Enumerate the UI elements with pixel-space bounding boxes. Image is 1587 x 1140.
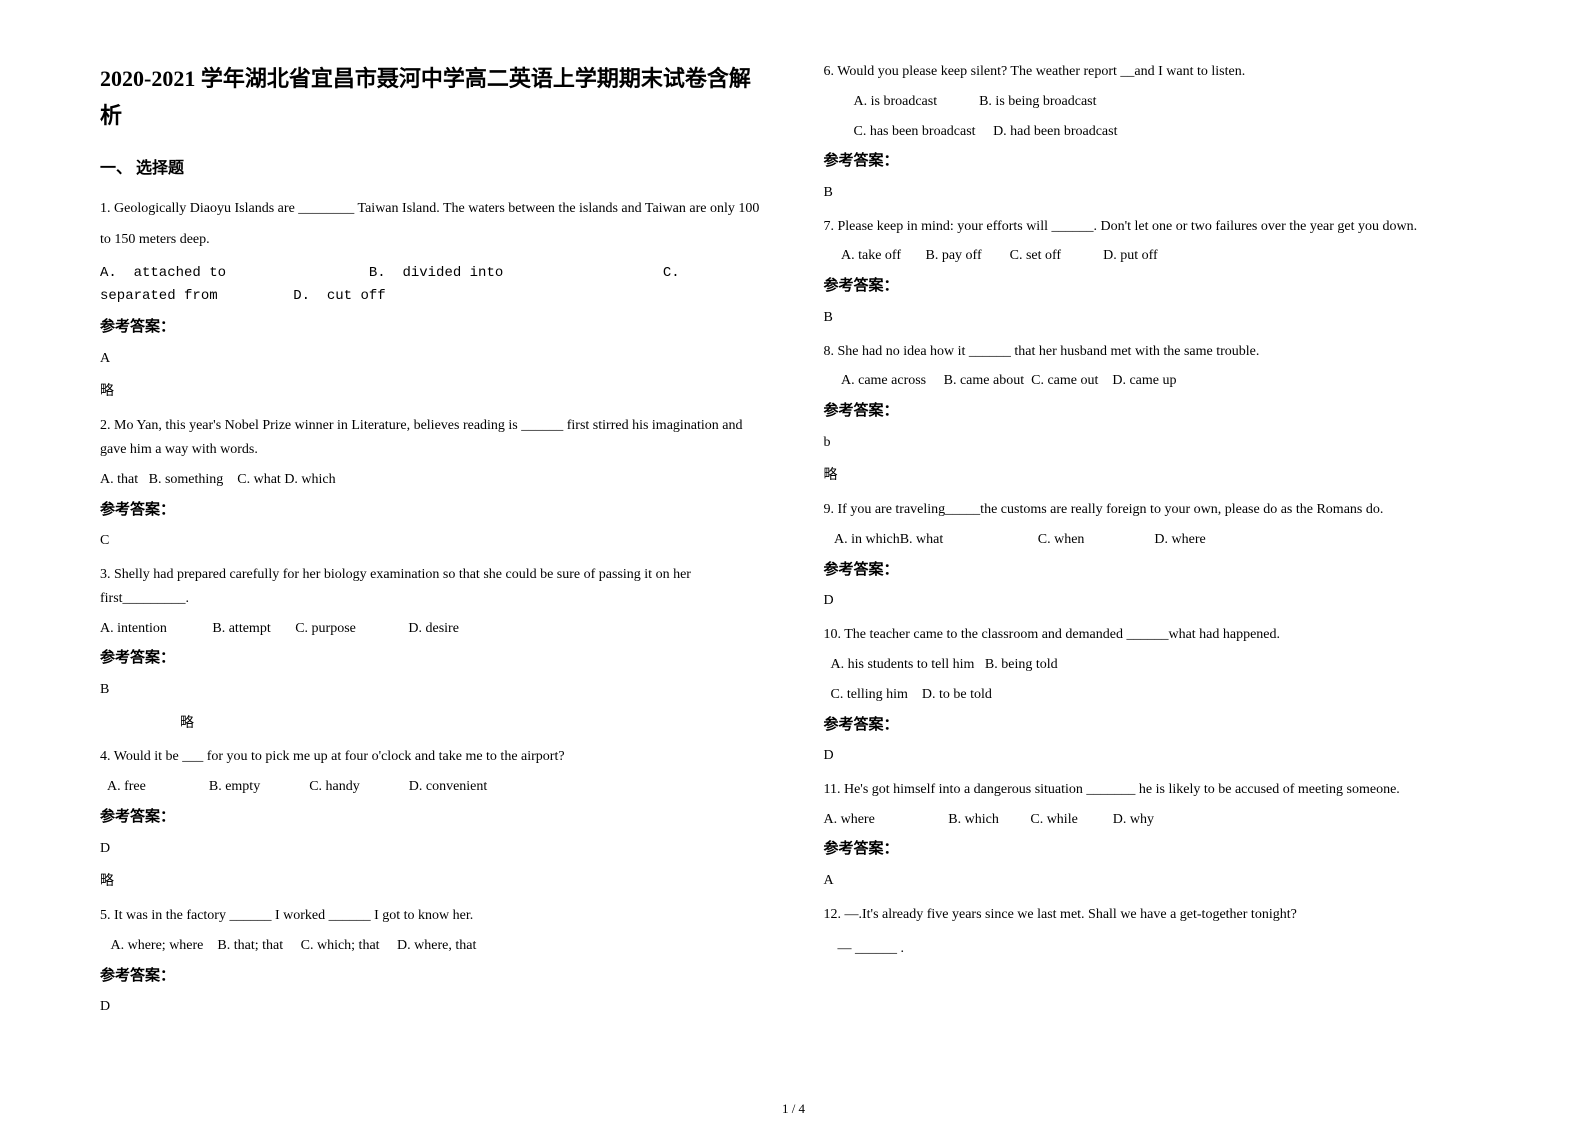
question-block: 8. She had no idea how it ______ that he… (824, 340, 1488, 489)
question-options: A. his students to tell him B. being tol… (824, 653, 1488, 677)
question-block: 2. Mo Yan, this year's Nobel Prize winne… (100, 414, 764, 553)
answer-value: b (824, 431, 1488, 455)
answer-lue: 略 (100, 870, 764, 894)
answer-lue: 略 (100, 380, 764, 404)
answer-value: B (824, 306, 1488, 330)
question-block: 9. If you are traveling_____the customs … (824, 498, 1488, 613)
page-content: 2020-2021 学年湖北省宜昌市聂河中学高二英语上学期期末试卷含解析 一、 … (0, 0, 1587, 1090)
answer-lue: 略 (824, 464, 1488, 488)
question-text: 5. It was in the factory ______ I worked… (100, 904, 764, 928)
answer-label: 参考答案： (100, 315, 764, 341)
answer-value: D (100, 995, 764, 1019)
question-text: 10. The teacher came to the classroom an… (824, 623, 1488, 647)
exam-title: 2020-2021 学年湖北省宜昌市聂河中学高二英语上学期期末试卷含解析 (100, 60, 764, 135)
question-options: A. came across B. came about C. came out… (824, 369, 1488, 393)
question-block: 12. —.It's already five years since we l… (824, 903, 1488, 961)
answer-value: A (100, 347, 764, 371)
question-options: A. intention B. attempt C. purpose D. de… (100, 617, 764, 641)
answer-label: 参考答案： (100, 805, 764, 831)
question-block: 3. Shelly had prepared carefully for her… (100, 563, 764, 735)
answer-label: 参考答案： (100, 646, 764, 672)
question-text: 7. Please keep in mind: your efforts wil… (824, 215, 1488, 239)
question-options: A. take off B. pay off C. set off D. put… (824, 244, 1488, 268)
question-options: A. attached to B. divided into C. separa… (100, 262, 764, 310)
question-block: 10. The teacher came to the classroom an… (824, 623, 1488, 768)
answer-label: 参考答案： (824, 837, 1488, 863)
answer-value: D (824, 589, 1488, 613)
question-options: A. in whichB. what C. when D. where (824, 528, 1488, 552)
question-block: 5. It was in the factory ______ I worked… (100, 904, 764, 1019)
answer-value: C (100, 529, 764, 553)
answer-label: 参考答案： (824, 713, 1488, 739)
questions-container: 1. Geologically Diaoyu Islands are _____… (100, 60, 1487, 1050)
section-header: 一、 选择题 (100, 155, 764, 182)
answer-value: A (824, 869, 1488, 893)
answer-value: D (824, 744, 1488, 768)
page-number: 1 / 4 (0, 1090, 1587, 1140)
question-text: 9. If you are traveling_____the customs … (824, 498, 1488, 522)
answer-label: 参考答案： (824, 558, 1488, 584)
question-text: 6. Would you please keep silent? The wea… (824, 60, 1488, 84)
question-block: 4. Would it be ___ for you to pick me up… (100, 745, 764, 894)
question-options: A. free B. empty C. handy D. convenient (100, 775, 764, 799)
question-text: 4. Would it be ___ for you to pick me up… (100, 745, 764, 769)
question-options: A. where; where B. that; that C. which; … (100, 934, 764, 958)
question-text: 12. —.It's already five years since we l… (824, 903, 1488, 927)
question-block: 6. Would you please keep silent? The wea… (824, 60, 1488, 205)
question-options: C. has been broadcast D. had been broadc… (824, 120, 1488, 144)
question-text: 1. Geologically Diaoyu Islands are _____… (100, 194, 764, 256)
answer-label: 参考答案： (824, 399, 1488, 425)
question-options: A. where B. which C. while D. why (824, 808, 1488, 832)
question-text: 8. She had no idea how it ______ that he… (824, 340, 1488, 364)
answer-label: 参考答案： (824, 149, 1488, 175)
answer-label: 参考答案： (100, 964, 764, 990)
question-options: A. is broadcast B. is being broadcast (824, 90, 1488, 114)
answer-label: 参考答案： (100, 498, 764, 524)
question-options: C. telling him D. to be told (824, 683, 1488, 707)
question-text: 3. Shelly had prepared carefully for her… (100, 563, 764, 611)
question-block: 11. He's got himself into a dangerous si… (824, 778, 1488, 893)
question-block: 7. Please keep in mind: your efforts wil… (824, 215, 1488, 330)
question-block: 1. Geologically Diaoyu Islands are _____… (100, 194, 764, 404)
answer-value: B (824, 181, 1488, 205)
answer-label: 参考答案： (824, 274, 1488, 300)
question-options: A. that B. something C. what D. which (100, 468, 764, 492)
answer-lue: 略 (100, 712, 764, 736)
answer-value: B (100, 678, 764, 702)
question-text: 2. Mo Yan, this year's Nobel Prize winne… (100, 414, 764, 462)
question-extra: — ______ . (824, 937, 1488, 961)
question-text: 11. He's got himself into a dangerous si… (824, 778, 1488, 802)
answer-value: D (100, 837, 764, 861)
